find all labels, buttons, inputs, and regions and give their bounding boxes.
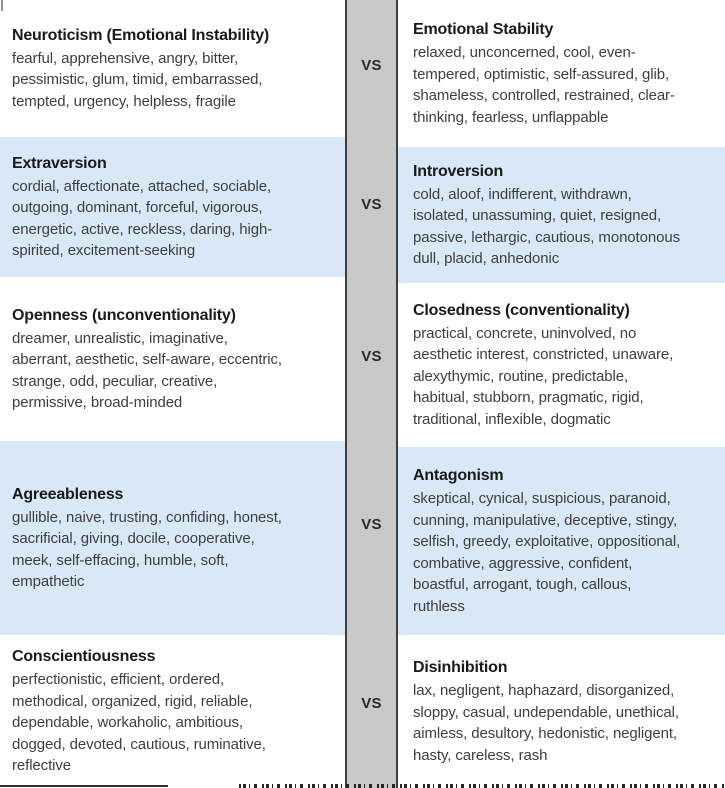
bottom-border-line: [0, 785, 168, 787]
trait-title: Antagonism: [413, 467, 504, 484]
trait-list: gullible, naive, trusting, confiding, ho…: [12, 508, 282, 591]
trait-title: Emotional Stability: [413, 21, 554, 38]
trait-title: Agreeableness: [12, 485, 124, 503]
trait-cell-introversion: Introversion cold, aloof, indifferent, w…: [398, 147, 725, 283]
trait-cell-conscientiousness: Conscientiousness perfectionistic, effic…: [0, 635, 345, 788]
trait-title: Introversion: [413, 162, 504, 180]
trait-title: Extraversion: [12, 154, 107, 172]
top-left-border-tick: [1, 0, 3, 11]
trait-title: Conscientiousness: [12, 648, 156, 666]
trait-cell-extraversion: Extraversion cordial, affectionate, atta…: [0, 137, 345, 277]
trait-list: fearful, apprehensive, angry, bitter, pe…: [12, 49, 263, 110]
trait-title: Neuroticism (Emotional Instability): [12, 26, 270, 44]
trait-cell-antagonism: Antagonism skeptical, cynical, suspiciou…: [398, 447, 725, 635]
trait-cell-disinhibition: Disinhibition lax, negligent, haphazard,…: [398, 635, 725, 788]
trait-list: relaxed, unconcerned, cool, even- temper…: [413, 44, 675, 126]
trait-list: skeptical, cynical, suspicious, paranoid…: [413, 490, 681, 615]
trait-title: Disinhibition: [413, 659, 508, 676]
vs-label: VS: [361, 57, 382, 74]
trait-list: dreamer, unrealistic, imaginative, aberr…: [12, 329, 282, 412]
trait-cell-agreeableness: Agreeableness gullible, naive, trusting,…: [0, 441, 345, 635]
trait-list: cordial, affectionate, attached, sociabl…: [12, 177, 273, 260]
trait-cell-neuroticism: Neuroticism (Emotional Instability) fear…: [0, 0, 345, 137]
vs-label: VS: [361, 516, 382, 533]
vs-label: VS: [361, 695, 382, 712]
trait-title: Openness (unconventionality): [12, 306, 236, 324]
trait-cell-openness: Openness (unconventionality) dreamer, un…: [0, 277, 345, 441]
trait-list: lax, negligent, haphazard, disorganized,…: [413, 682, 679, 764]
trait-list: practical, concrete, uninvolved, no aest…: [413, 324, 674, 428]
trait-list: perfectionistic, efficient, ordered, met…: [12, 671, 266, 775]
trait-list: cold, aloof, indifferent, withdrawn, iso…: [413, 185, 680, 268]
vs-label: VS: [361, 348, 382, 365]
trait-title: Closedness (conventionality): [413, 301, 630, 319]
vs-label: VS: [361, 196, 382, 213]
clipped-caption-fragment: [239, 784, 725, 788]
vs-divider-band: VS VS VS VS VS: [345, 0, 398, 788]
left-column: Neuroticism (Emotional Instability) fear…: [0, 0, 345, 788]
trait-cell-emotional-stability: Emotional Stability relaxed, unconcerned…: [398, 0, 725, 147]
right-column: Emotional Stability relaxed, unconcerned…: [398, 0, 725, 788]
trait-cell-closedness: Closedness (conventionality) practical, …: [398, 283, 725, 447]
